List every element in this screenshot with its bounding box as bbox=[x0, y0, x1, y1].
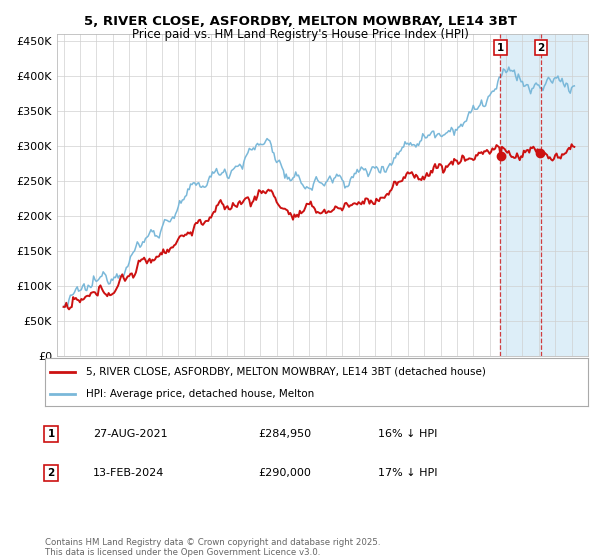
Text: 13-FEB-2024: 13-FEB-2024 bbox=[93, 468, 164, 478]
Text: HPI: Average price, detached house, Melton: HPI: Average price, detached house, Melt… bbox=[86, 389, 314, 399]
Text: 1: 1 bbox=[497, 43, 504, 53]
Text: 2: 2 bbox=[537, 43, 544, 53]
Text: 1: 1 bbox=[47, 429, 55, 439]
Text: £290,000: £290,000 bbox=[258, 468, 311, 478]
Text: Price paid vs. HM Land Registry's House Price Index (HPI): Price paid vs. HM Land Registry's House … bbox=[131, 28, 469, 41]
Text: 2: 2 bbox=[47, 468, 55, 478]
Text: 17% ↓ HPI: 17% ↓ HPI bbox=[378, 468, 437, 478]
Text: 16% ↓ HPI: 16% ↓ HPI bbox=[378, 429, 437, 439]
Text: Contains HM Land Registry data © Crown copyright and database right 2025.
This d: Contains HM Land Registry data © Crown c… bbox=[45, 538, 380, 557]
Text: 5, RIVER CLOSE, ASFORDBY, MELTON MOWBRAY, LE14 3BT (detached house): 5, RIVER CLOSE, ASFORDBY, MELTON MOWBRAY… bbox=[86, 367, 485, 377]
Text: 27-AUG-2021: 27-AUG-2021 bbox=[93, 429, 167, 439]
Text: £284,950: £284,950 bbox=[258, 429, 311, 439]
Text: 5, RIVER CLOSE, ASFORDBY, MELTON MOWBRAY, LE14 3BT: 5, RIVER CLOSE, ASFORDBY, MELTON MOWBRAY… bbox=[83, 15, 517, 27]
Bar bbox=[500, 34, 588, 356]
